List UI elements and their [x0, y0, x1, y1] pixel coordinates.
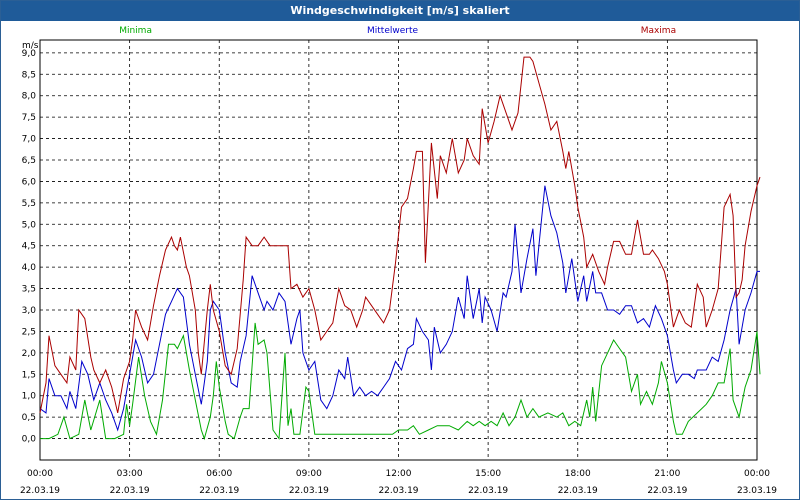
x-tick-time: 00:00	[27, 469, 53, 479]
y-tick-label: 8,0	[22, 92, 37, 102]
y-tick-label: 2,5	[22, 327, 36, 337]
series-line-maxima	[39, 56, 761, 414]
y-axis-label: m/s	[22, 41, 39, 51]
x-tick-time: 03:00	[117, 469, 143, 479]
y-tick-label: 5,5	[22, 199, 36, 209]
series-line-mittelwerte	[39, 185, 760, 432]
x-tick-date: 22.03.19	[378, 486, 418, 496]
y-tick-label: 6,0	[22, 177, 37, 187]
y-tick-label: 5,0	[22, 220, 37, 230]
x-tick-time: 09:00	[296, 469, 322, 479]
x-tick-time: 06:00	[206, 469, 232, 479]
x-tick-date: 22.03.19	[647, 486, 687, 496]
x-tick-time: 15:00	[475, 469, 501, 479]
x-tick-date: 23.03.19	[737, 486, 777, 496]
legend-entry-mittelwerte: Mittelwerte	[367, 26, 418, 36]
y-tick-label: 0,0	[22, 435, 37, 445]
series-line-minima	[40, 322, 761, 441]
y-tick-label: 3,5	[22, 285, 36, 295]
y-tick-label: 2,0	[22, 349, 37, 359]
legend-entry-maxima: Maxima	[641, 26, 676, 36]
x-tick-time: 00:00	[744, 469, 770, 479]
y-tick-label: 7,5	[22, 113, 36, 123]
y-tick-label: 1,0	[22, 392, 37, 402]
x-axis: 00:00 22.03.19 03:00 22.03.19 06:00 22.03.19 0…	[20, 469, 777, 496]
y-tick-label: 9,0	[22, 49, 37, 59]
x-tick-date: 22.03.19	[558, 486, 598, 496]
x-tick-time: 18:00	[565, 469, 591, 479]
x-tick-time: 12:00	[386, 469, 412, 479]
x-tick-date: 22.03.19	[468, 486, 508, 496]
legend: Minima Mittelwerte Maxima	[119, 26, 676, 36]
legend-entry-minima: Minima	[119, 26, 152, 36]
series-lines	[39, 56, 761, 441]
y-tick-label: 1,5	[22, 370, 36, 380]
y-tick-label: 7,0	[22, 135, 37, 145]
y-tick-label: 0,5	[22, 413, 36, 423]
x-tick-date: 22.03.19	[289, 486, 329, 496]
window-title: Windgeschwindigkeit [m/s] skaliert	[1, 1, 799, 21]
y-tick-label: 4,0	[22, 263, 37, 273]
chart: 0,0 0,5 1,0 1,5 2,0 2,5 3,0 3,5 4,0 4,5 5,0 5,5 6,0 6…	[20, 26, 777, 496]
grid	[39, 39, 758, 461]
y-tick-label: 6,5	[22, 156, 36, 166]
x-tick-date: 22.03.19	[20, 486, 60, 496]
y-tick-label: 3,0	[22, 306, 37, 316]
x-tick-date: 22.03.19	[110, 486, 150, 496]
y-tick-label: 4,5	[22, 242, 36, 252]
y-axis: 0,0 0,5 1,0 1,5 2,0 2,5 3,0 3,5 4,0 4,5 5,0 5,5 6,0 6…	[22, 49, 37, 445]
x-tick-date: 22.03.19	[199, 486, 239, 496]
y-tick-label: 8,5	[22, 70, 36, 80]
x-tick-time: 21:00	[654, 469, 680, 479]
